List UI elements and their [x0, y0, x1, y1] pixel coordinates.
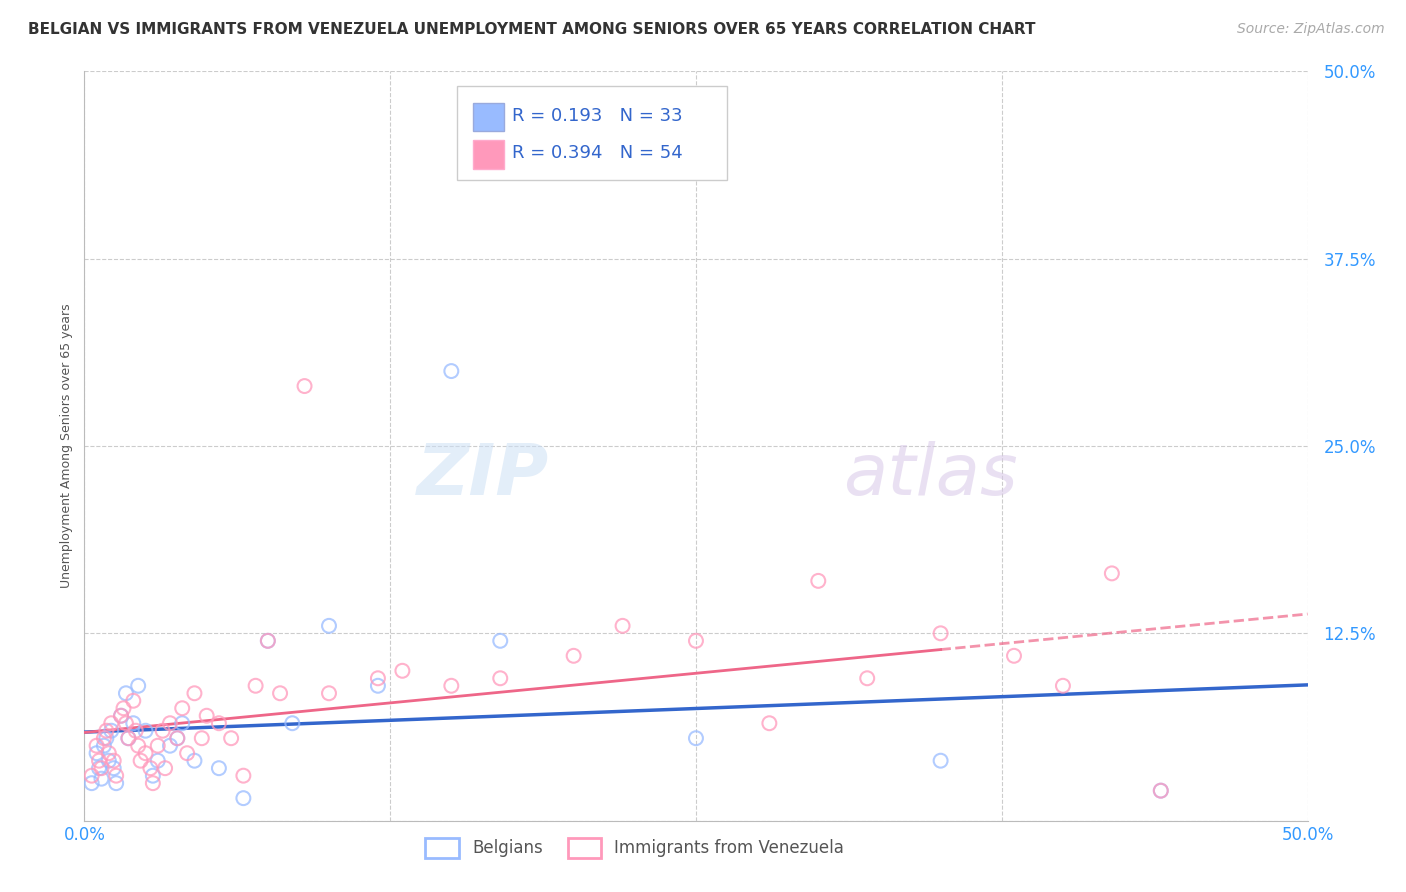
Point — [115, 686, 138, 700]
Point — [562, 648, 585, 663]
FancyBboxPatch shape — [474, 140, 503, 169]
Point — [153, 761, 176, 775]
Point — [90, 761, 112, 775]
Point — [208, 761, 231, 775]
Point — [685, 731, 707, 746]
Point — [191, 731, 214, 746]
Point — [142, 776, 165, 790]
Point — [1101, 566, 1123, 581]
Point — [440, 679, 463, 693]
Point — [97, 754, 120, 768]
Point — [110, 708, 132, 723]
Text: atlas: atlas — [842, 442, 1018, 510]
Point — [489, 671, 512, 685]
Point — [269, 686, 291, 700]
Point — [87, 761, 110, 775]
Point — [135, 723, 157, 738]
Point — [146, 739, 169, 753]
Point — [152, 723, 174, 738]
Point — [1052, 679, 1074, 693]
Point — [176, 746, 198, 760]
Point — [367, 679, 389, 693]
Point — [612, 619, 634, 633]
Point — [115, 716, 138, 731]
Point — [391, 664, 413, 678]
Point — [135, 746, 157, 760]
Point — [929, 754, 952, 768]
Point — [103, 754, 125, 768]
Point — [166, 731, 188, 746]
Point — [159, 716, 181, 731]
Point — [86, 739, 108, 753]
Point — [489, 633, 512, 648]
Point — [685, 633, 707, 648]
Point — [929, 626, 952, 640]
Text: BELGIAN VS IMMIGRANTS FROM VENEZUELA UNEMPLOYMENT AMONG SENIORS OVER 65 YEARS CO: BELGIAN VS IMMIGRANTS FROM VENEZUELA UNE… — [28, 22, 1036, 37]
Point — [97, 746, 120, 760]
Point — [245, 679, 267, 693]
Point — [96, 723, 118, 738]
Legend: Belgians, Immigrants from Venezuela: Belgians, Immigrants from Venezuela — [419, 831, 851, 864]
Point — [166, 731, 188, 746]
Point — [127, 679, 149, 693]
Point — [208, 716, 231, 731]
Point — [1150, 783, 1173, 797]
Point — [117, 731, 139, 746]
Point — [100, 723, 122, 738]
Point — [318, 619, 340, 633]
Point — [93, 731, 115, 746]
Point — [440, 364, 463, 378]
Point — [80, 769, 103, 783]
Point — [80, 776, 103, 790]
Point — [281, 716, 304, 731]
Point — [1150, 783, 1173, 797]
Text: R = 0.193   N = 33: R = 0.193 N = 33 — [513, 106, 683, 125]
Point — [159, 739, 181, 753]
Point — [257, 633, 280, 648]
Point — [117, 731, 139, 746]
Point — [183, 754, 205, 768]
Point — [127, 739, 149, 753]
Point — [146, 754, 169, 768]
Point — [90, 772, 112, 786]
Point — [219, 731, 242, 746]
Point — [105, 769, 128, 783]
Point — [318, 686, 340, 700]
Point — [807, 574, 830, 588]
FancyBboxPatch shape — [457, 87, 727, 180]
Point — [183, 686, 205, 700]
FancyBboxPatch shape — [474, 103, 503, 131]
Point — [172, 716, 194, 731]
Point — [142, 769, 165, 783]
Point — [122, 716, 145, 731]
Point — [758, 716, 780, 731]
Text: R = 0.394   N = 54: R = 0.394 N = 54 — [513, 144, 683, 162]
Point — [103, 761, 125, 775]
Point — [122, 694, 145, 708]
Point — [232, 791, 254, 805]
Point — [232, 769, 254, 783]
Point — [129, 754, 152, 768]
Point — [172, 701, 194, 715]
Point — [100, 716, 122, 731]
Point — [93, 739, 115, 753]
Text: Source: ZipAtlas.com: Source: ZipAtlas.com — [1237, 22, 1385, 37]
Point — [195, 708, 218, 723]
Point — [110, 708, 132, 723]
Point — [112, 701, 135, 715]
Point — [367, 671, 389, 685]
Point — [257, 633, 280, 648]
Text: ZIP: ZIP — [418, 442, 550, 510]
Point — [1002, 648, 1025, 663]
Point — [139, 761, 162, 775]
Point — [105, 776, 128, 790]
Point — [125, 723, 148, 738]
Point — [96, 731, 118, 746]
Y-axis label: Unemployment Among Seniors over 65 years: Unemployment Among Seniors over 65 years — [60, 303, 73, 589]
Point — [856, 671, 879, 685]
Point — [294, 379, 316, 393]
Point — [87, 754, 110, 768]
Point — [86, 746, 108, 760]
